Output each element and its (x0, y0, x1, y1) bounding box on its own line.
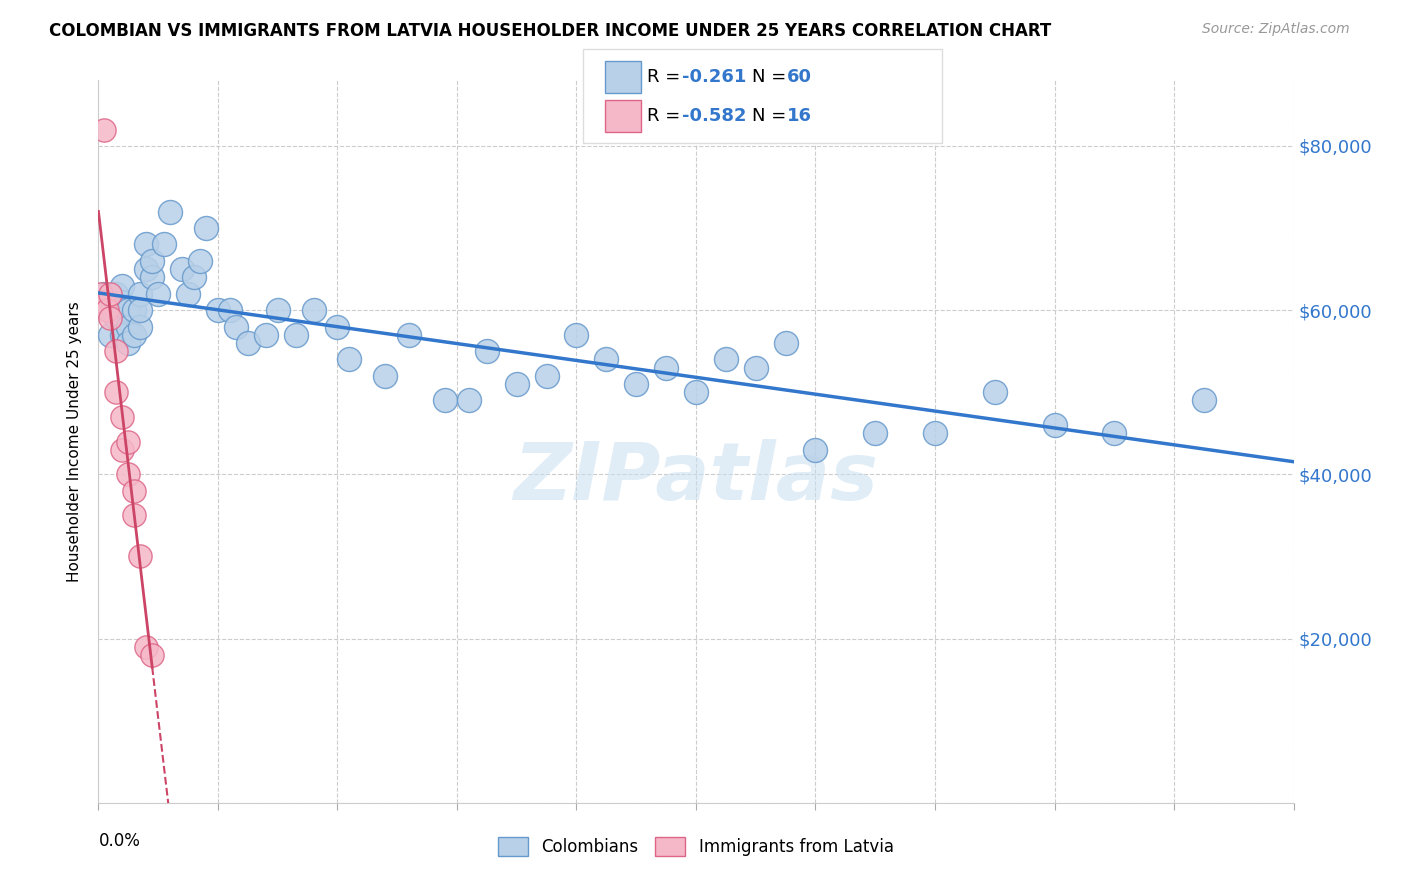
Point (984, 385, 1007, 400)
Text: -0.261: -0.261 (682, 68, 747, 86)
Point (124, 303, 146, 318)
Text: COLOMBIAN VS IMMIGRANTS FROM LATVIA HOUSEHOLDER INCOME UNDER 25 YEARS CORRELATIO: COLOMBIAN VS IMMIGRANTS FROM LATVIA HOUS… (49, 22, 1052, 40)
Point (141, 648, 163, 662)
Text: R =: R = (647, 68, 686, 86)
Text: R =: R = (647, 107, 686, 125)
Point (374, 368, 396, 383)
Text: N =: N = (752, 68, 792, 86)
Point (98, 286, 122, 301)
Point (117, 336, 139, 351)
Point (177, 286, 200, 301)
Point (124, 327, 146, 342)
Point (98, 311, 122, 326)
Point (1104, 426, 1126, 441)
Text: 60: 60 (787, 68, 813, 86)
Point (105, 344, 128, 359)
Point (398, 327, 420, 342)
Point (506, 377, 529, 392)
Point (135, 237, 157, 252)
Point (254, 327, 277, 342)
Point (655, 360, 678, 375)
Point (111, 409, 134, 424)
Point (207, 303, 229, 318)
Point (90, 286, 112, 301)
Point (326, 319, 349, 334)
Point (148, 286, 170, 301)
Point (111, 327, 134, 342)
Text: 0.0%: 0.0% (98, 832, 141, 850)
Point (111, 442, 134, 457)
Point (117, 303, 139, 318)
Point (195, 221, 218, 235)
Point (1043, 418, 1066, 433)
Point (225, 319, 247, 334)
Point (475, 344, 498, 359)
Point (93, 122, 115, 136)
Point (117, 434, 139, 449)
Point (129, 319, 152, 334)
Point (135, 262, 157, 277)
Point (434, 393, 457, 408)
Point (153, 237, 176, 252)
Point (236, 336, 259, 351)
Point (129, 303, 152, 318)
Y-axis label: Householder Income Under 25 years: Householder Income Under 25 years (67, 301, 83, 582)
Point (183, 270, 205, 285)
Point (188, 253, 211, 268)
Point (105, 286, 128, 301)
Point (111, 278, 134, 293)
Point (141, 253, 163, 268)
Point (111, 295, 134, 310)
Point (565, 327, 588, 342)
Point (745, 360, 768, 375)
Point (536, 368, 558, 383)
Point (135, 640, 157, 654)
Point (775, 336, 797, 351)
Point (219, 303, 242, 318)
Point (129, 286, 152, 301)
Point (96, 303, 118, 318)
Point (124, 483, 146, 498)
Point (714, 352, 737, 367)
Point (105, 311, 128, 326)
Point (105, 385, 128, 400)
Point (141, 270, 163, 285)
Point (267, 303, 290, 318)
Point (117, 467, 139, 482)
Point (98, 303, 122, 318)
Point (804, 442, 827, 457)
Point (1192, 393, 1215, 408)
Point (93, 295, 115, 310)
Point (302, 303, 325, 318)
Point (339, 352, 361, 367)
Legend: Colombians, Immigrants from Latvia: Colombians, Immigrants from Latvia (492, 830, 900, 863)
Point (284, 327, 307, 342)
Point (458, 393, 481, 408)
Text: ZIPatlas: ZIPatlas (513, 439, 879, 516)
Point (626, 377, 648, 392)
Point (129, 549, 152, 564)
Point (93, 286, 115, 301)
Point (98, 327, 122, 342)
Point (117, 319, 139, 334)
Text: -0.582: -0.582 (682, 107, 747, 125)
Point (172, 262, 194, 277)
Point (924, 426, 946, 441)
Text: N =: N = (752, 107, 792, 125)
Point (124, 508, 146, 523)
Text: 16: 16 (787, 107, 813, 125)
Point (595, 352, 617, 367)
Point (685, 385, 707, 400)
Text: Source: ZipAtlas.com: Source: ZipAtlas.com (1202, 22, 1350, 37)
Point (865, 426, 887, 441)
Point (159, 204, 181, 219)
